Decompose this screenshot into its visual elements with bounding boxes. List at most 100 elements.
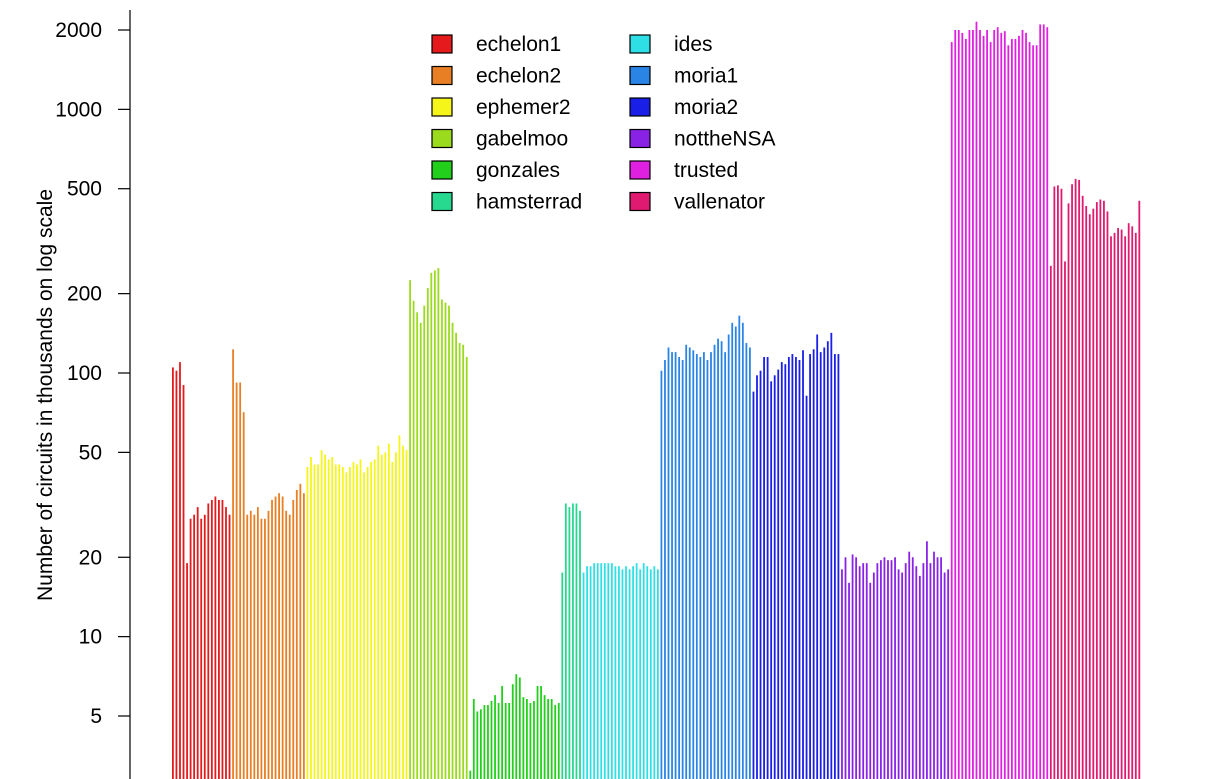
bar-vallenator — [1134, 232, 1137, 779]
bar-ephemer2 — [373, 459, 376, 779]
bar-trusted — [986, 30, 988, 779]
legend-label-hamsterrad: hamsterrad — [476, 191, 582, 214]
bar-ides — [614, 566, 617, 779]
legend-label-echelon2: echelon2 — [476, 65, 561, 88]
bar-moria1 — [699, 357, 702, 779]
bar-moria1 — [685, 344, 688, 779]
bar-echelon1 — [200, 518, 203, 779]
bar-nottheNSA — [943, 572, 946, 779]
bar-ides — [586, 566, 588, 779]
bar-moria2 — [784, 364, 787, 779]
bar-vallenator — [1110, 236, 1112, 779]
bar-echelon2 — [281, 496, 284, 779]
bar-vallenator — [1092, 208, 1095, 779]
bar-nottheNSA — [844, 557, 847, 779]
bar-gonzales — [529, 703, 532, 779]
legend-swatch-vallenator — [629, 191, 651, 212]
bar-ephemer2 — [334, 464, 337, 779]
bar-echelon2 — [253, 514, 256, 779]
bar-vallenator — [1053, 186, 1056, 779]
bar-ephemer2 — [317, 464, 319, 779]
bar-moria2 — [823, 347, 826, 779]
bar-nottheNSA — [894, 557, 896, 779]
bar-echelon1 — [196, 507, 199, 779]
bar-moria1 — [710, 352, 712, 779]
bar-nottheNSA — [901, 572, 904, 779]
bar-ephemer2 — [306, 467, 309, 779]
legend-label-ephemer2: ephemer2 — [476, 96, 571, 119]
legend-swatch-moria1 — [629, 65, 651, 86]
legend-swatch-trusted — [629, 160, 651, 180]
bar-vallenator — [1138, 200, 1141, 779]
bar-ephemer2 — [405, 450, 408, 779]
legend-label-trusted: trusted — [674, 159, 738, 182]
legend-label-gabelmoo: gabelmoo — [476, 128, 568, 151]
bar-moria2 — [805, 395, 808, 779]
bar-gonzales — [540, 685, 542, 779]
bar-nottheNSA — [887, 560, 889, 779]
bar-trusted — [1028, 42, 1031, 779]
bar-nottheNSA — [911, 557, 914, 779]
bar-trusted — [1003, 31, 1006, 779]
bar-echelon2 — [295, 489, 298, 779]
bar-ephemer2 — [345, 472, 348, 779]
bar-moria2 — [752, 391, 755, 779]
bar-gabelmoo — [416, 312, 419, 779]
bar-vallenator — [1060, 188, 1063, 779]
bar-trusted — [982, 35, 985, 779]
bar-ephemer2 — [349, 467, 351, 779]
bar-trusted — [964, 38, 967, 779]
bar-moria1 — [724, 352, 727, 779]
bar-vallenator — [1131, 226, 1134, 779]
bar-vallenator — [1078, 179, 1081, 779]
bar-ephemer2 — [384, 452, 387, 779]
bar-echelon2 — [232, 349, 234, 779]
bar-gonzales — [511, 684, 514, 779]
bar-moria1 — [741, 322, 744, 779]
bar-gabelmoo — [412, 300, 415, 779]
bar-gonzales — [518, 677, 521, 779]
bar-ephemer2 — [402, 445, 404, 779]
bar-gabelmoo — [423, 305, 426, 779]
bar-moria2 — [780, 362, 783, 779]
bar-ides — [639, 569, 642, 779]
bar-gonzales — [547, 699, 550, 779]
bar-nottheNSA — [883, 557, 886, 779]
bar-gonzales — [533, 701, 535, 779]
bar-moria2 — [837, 354, 840, 779]
bar-echelon1 — [214, 496, 217, 779]
bar-moria1 — [727, 334, 730, 779]
bars-group — [172, 21, 1141, 779]
bar-echelon1 — [172, 367, 174, 779]
bar-moria2 — [791, 354, 794, 779]
bar-moria1 — [734, 326, 737, 779]
bar-moria1 — [674, 352, 677, 779]
bar-nottheNSA — [933, 551, 935, 779]
bar-nottheNSA — [848, 582, 850, 779]
bar-gonzales — [469, 770, 472, 779]
bar-gonzales — [557, 703, 560, 779]
bar-ides — [653, 566, 656, 779]
bar-vallenator — [1057, 185, 1059, 779]
bar-nottheNSA — [851, 554, 854, 779]
bar-gonzales — [550, 699, 553, 779]
bar-echelon2 — [274, 496, 277, 779]
bar-hamsterrad — [575, 503, 578, 779]
bar-nottheNSA — [918, 575, 921, 779]
bar-gabelmoo — [426, 288, 429, 779]
bar-gonzales — [515, 674, 518, 779]
bar-gonzales — [483, 705, 486, 779]
legend-label-vallenator: vallenator — [674, 191, 765, 214]
bar-ephemer2 — [395, 452, 397, 779]
bar-echelon2 — [271, 499, 273, 779]
bar-gabelmoo — [462, 344, 465, 779]
bar-echelon2 — [246, 514, 249, 779]
bar-gonzales — [543, 695, 546, 779]
bar-ephemer2 — [370, 461, 373, 779]
bar-ephemer2 — [377, 445, 380, 779]
bar-nottheNSA — [869, 582, 872, 779]
bar-ephemer2 — [352, 461, 355, 779]
bar-vallenator — [1113, 232, 1116, 779]
bar-moria2 — [773, 375, 776, 779]
bar-ides — [635, 563, 638, 779]
